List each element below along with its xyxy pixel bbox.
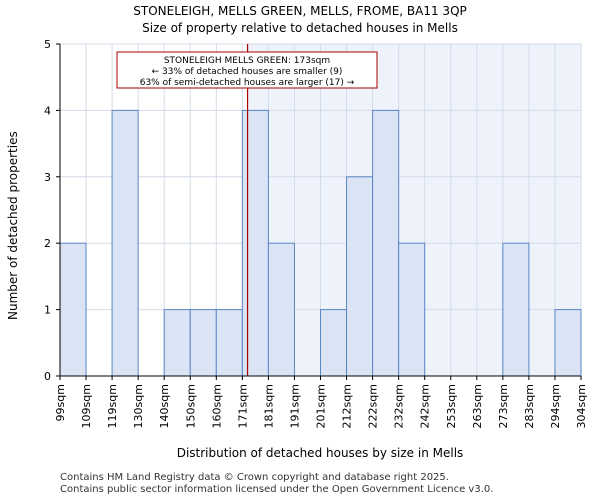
x-tick-label: 212sqm — [341, 384, 354, 428]
histogram-bar — [554, 309, 582, 377]
annotation-line-3: 63% of semi-detached houses are larger (… — [140, 78, 355, 88]
histogram-bar — [163, 309, 191, 377]
histogram-bar — [111, 109, 139, 377]
histogram-bar — [59, 242, 87, 377]
x-tick-label: 140sqm — [158, 384, 171, 428]
chart-subtitle: Size of property relative to detached ho… — [142, 21, 458, 35]
x-tick-label: 150sqm — [184, 384, 197, 428]
histogram-bar — [320, 309, 348, 377]
x-tick-label: 273sqm — [497, 384, 510, 428]
histogram-bar — [346, 176, 374, 377]
annotation-line-1: STONELEIGH MELLS GREEN: 173sqm — [164, 56, 330, 66]
y-tick-label: 5 — [44, 38, 51, 51]
x-tick-label: 191sqm — [288, 384, 301, 428]
chart-title: STONELEIGH, MELLS GREEN, MELLS, FROME, B… — [133, 4, 467, 18]
footer-line-1: Contains HM Land Registry data © Crown c… — [60, 472, 449, 483]
y-tick-label: 2 — [44, 237, 51, 250]
x-tick-label: 109sqm — [80, 384, 93, 428]
annotation-box — [116, 51, 378, 89]
x-tick-label: 294sqm — [549, 384, 562, 428]
y-tick-label: 0 — [44, 370, 51, 383]
x-tick-label: 171sqm — [236, 384, 249, 428]
x-tick-label: 222sqm — [367, 384, 380, 428]
histogram-bar — [502, 242, 530, 377]
x-tick-label: 99sqm — [54, 384, 67, 421]
footer-line-2: Contains public sector information licen… — [60, 484, 494, 495]
histogram-bar — [267, 242, 295, 377]
y-axis-label: Number of detached properties — [6, 131, 20, 320]
x-tick-label: 242sqm — [419, 384, 432, 428]
x-tick-label: 263sqm — [471, 384, 484, 428]
histogram-bar — [241, 109, 269, 377]
x-tick-label: 283sqm — [523, 384, 536, 428]
histogram-bar — [215, 309, 243, 377]
y-tick-label: 3 — [44, 171, 51, 184]
x-axis-label: Distribution of detached houses by size … — [176, 446, 464, 460]
x-tick-label: 304sqm — [575, 384, 588, 428]
x-tick-label: 253sqm — [445, 384, 458, 428]
x-tick-label: 160sqm — [210, 384, 223, 428]
annotation-line-2: ← 33% of detached houses are smaller (9) — [152, 67, 343, 77]
x-tick-label: 232sqm — [393, 384, 406, 428]
histogram-bar — [398, 242, 426, 377]
y-tick-label: 4 — [44, 104, 51, 117]
x-tick-label: 130sqm — [132, 384, 145, 428]
x-tick-label: 201sqm — [315, 384, 328, 428]
x-tick-label: 181sqm — [262, 384, 275, 428]
x-tick-label: 119sqm — [106, 384, 119, 428]
y-tick-label: 1 — [44, 304, 51, 317]
histogram-bar — [372, 109, 400, 377]
histogram-bar — [189, 309, 217, 377]
